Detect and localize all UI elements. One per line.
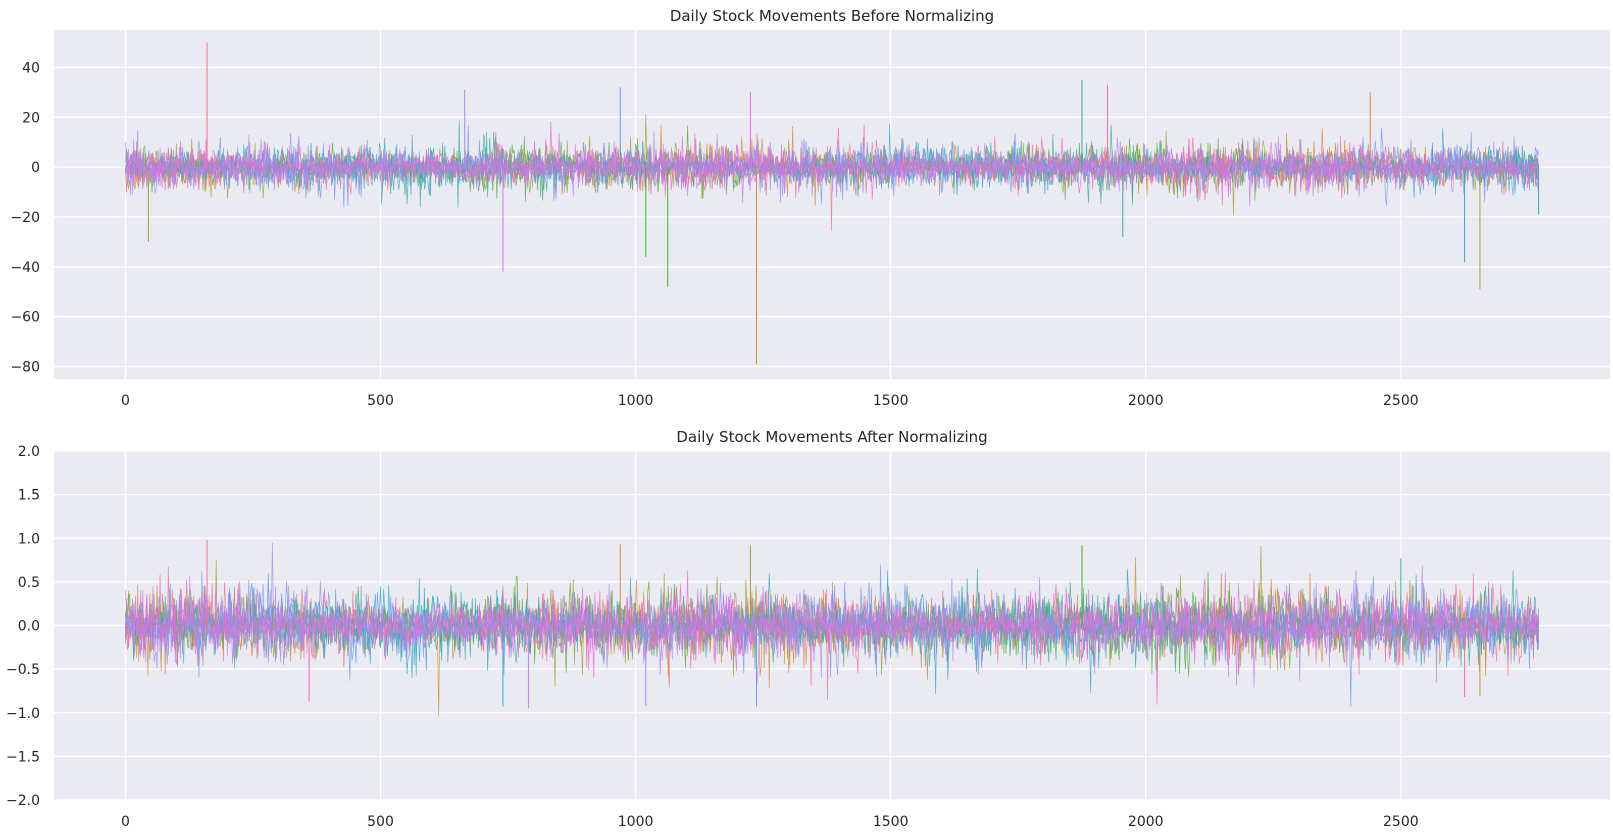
- chart-panel-2: 0 500 1000 1500 2000 2500 −2.0 −1.5 −1.0 −0.5 0.0 0…: [6, 428, 1610, 830]
- series-group: [125, 42, 1540, 365]
- x-tick-label: 0: [121, 814, 130, 830]
- y-tick-label: −80: [10, 360, 40, 376]
- chart-title: Daily Stock Movements After Normalizing: [676, 428, 987, 446]
- x-tick-label: 1000: [618, 814, 654, 830]
- y-tick-label: 1.5: [18, 488, 40, 504]
- x-tick-label: 1000: [618, 393, 654, 409]
- chart-panel-1: 0 500 1000 1500 2000 2500 −80 −60 −40 −20 0 20 40 Dai…: [10, 7, 1610, 409]
- chart-title: Daily Stock Movements Before Normalizing: [670, 7, 994, 25]
- series-line-9: [125, 565, 1539, 688]
- x-tick-label: 2000: [1128, 393, 1164, 409]
- x-tick-label: 2000: [1128, 814, 1164, 830]
- y-tick-label: 0: [31, 160, 40, 176]
- y-tick-label: −2.0: [6, 793, 40, 809]
- series-group: [125, 539, 1539, 717]
- x-tick-label: 2500: [1383, 393, 1419, 409]
- y-tick-label: −0.5: [6, 662, 40, 678]
- x-tick-label: 1500: [873, 393, 909, 409]
- x-tick-label: 2500: [1383, 814, 1419, 830]
- x-tick-label: 0: [121, 393, 130, 409]
- y-tick-label: 1.0: [18, 531, 40, 547]
- x-tick-label: 500: [367, 814, 394, 830]
- y-tick-label: 0.5: [18, 575, 40, 591]
- y-tick-label: 2.0: [18, 444, 40, 460]
- y-tick-label: −1.0: [6, 706, 40, 722]
- y-tick-label: 20: [22, 110, 40, 126]
- y-tick-label: 40: [22, 60, 40, 76]
- y-tick-label: −20: [10, 210, 40, 226]
- series-line-10: [125, 121, 1539, 206]
- y-tick-label: 0.0: [18, 619, 40, 635]
- series-line-10: [125, 570, 1539, 705]
- x-tick-label: 500: [367, 393, 394, 409]
- series-line-9: [125, 132, 1539, 207]
- y-tick-label: −60: [10, 310, 40, 326]
- y-tick-label: −40: [10, 260, 40, 276]
- x-tick-label: 1500: [873, 814, 909, 830]
- y-tick-label: −1.5: [6, 749, 40, 765]
